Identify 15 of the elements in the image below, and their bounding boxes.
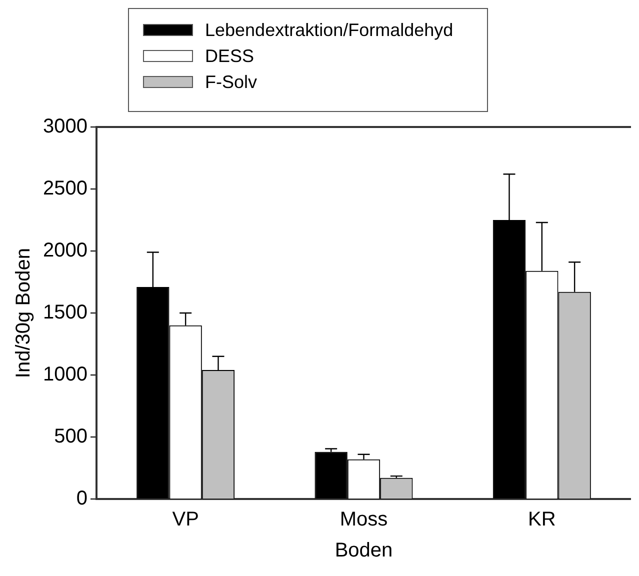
legend-label: DESS — [205, 45, 254, 68]
y-tick-label: 0 — [76, 488, 88, 510]
y-tick-label: 2500 — [42, 178, 88, 200]
y-tick-label: 3000 — [42, 116, 88, 138]
y-tick-label: 2000 — [42, 240, 88, 262]
x-tick-label: VP — [172, 508, 199, 531]
x-axis-title: Boden — [334, 540, 393, 562]
y-tick-label: 1000 — [42, 364, 88, 386]
x-tick-label: KR — [528, 508, 556, 531]
legend-label: Lebendextraktion/Formaldehyd — [205, 19, 454, 42]
y-axis-title: Ind/30g Boden — [12, 248, 35, 378]
x-tick-label: Moss — [340, 508, 388, 531]
legend-label: F-Solv — [205, 71, 258, 94]
y-tick-label: 500 — [54, 426, 88, 448]
y-tick-label: 1500 — [42, 302, 88, 324]
